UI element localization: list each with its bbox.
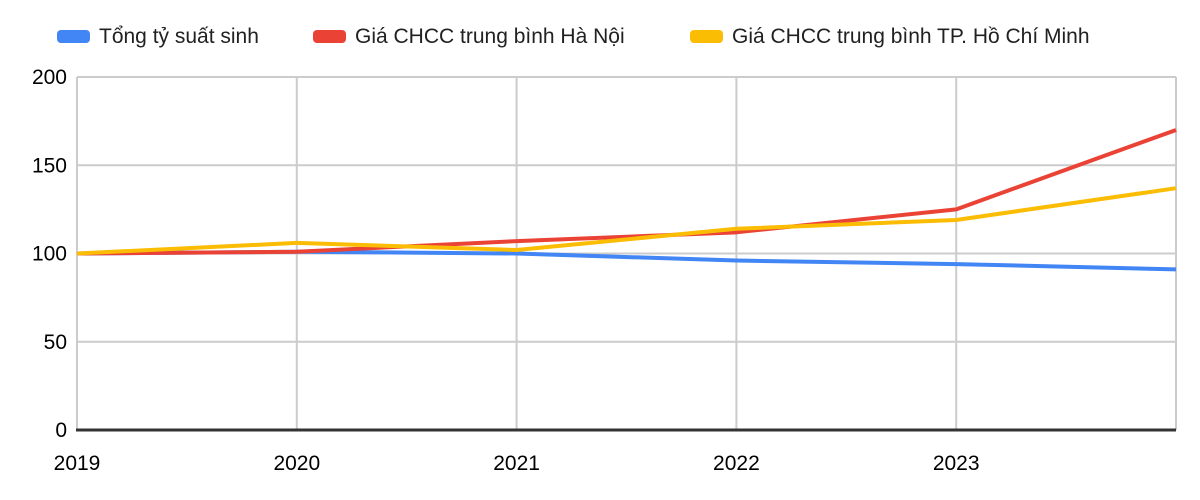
legend-item-label: Giá CHCC trung bình Hà Nội: [355, 25, 625, 48]
data-line-3[interactable]: [76, 186, 1177, 256]
x-axis-tick-label-2020: 2020: [273, 452, 320, 475]
x-axis-tick-label-2019: 2019: [54, 452, 101, 475]
legend-item-label: Giá CHCC trung bình TP. Hồ Chí Minh: [732, 25, 1090, 48]
x-axis-tick-label-2023: 2023: [933, 452, 980, 475]
legend-item-1[interactable]: Tổng tỷ suất sinh: [57, 24, 259, 49]
legend-item-3[interactable]: Giá CHCC trung bình TP. Hồ Chí Minh: [690, 24, 1090, 49]
x-axis-tick-label-2021: 2021: [493, 452, 540, 475]
legend-item-label: Tổng tỷ suất sinh: [99, 25, 259, 48]
legend-swatch-icon: [690, 30, 723, 43]
data-line-2[interactable]: [76, 128, 1177, 256]
y-axis-tick-label-0: 0: [55, 419, 67, 442]
legend-swatch-icon: [57, 30, 90, 43]
chart-legend: Tổng tỷ suất sinh Giá CHCC trung bình Hà …: [0, 0, 1200, 58]
y-axis-tick-label-200: 200: [32, 66, 67, 89]
legend-swatch-icon: [313, 30, 346, 43]
y-axis-tick-label-150: 150: [32, 154, 67, 177]
legend-item-2[interactable]: Giá CHCC trung bình Hà Nội: [313, 24, 625, 49]
y-axis-tick-label-50: 50: [44, 331, 67, 354]
y-axis-tick-label-100: 100: [32, 243, 67, 266]
x-axis-tick-label-2022: 2022: [713, 452, 760, 475]
